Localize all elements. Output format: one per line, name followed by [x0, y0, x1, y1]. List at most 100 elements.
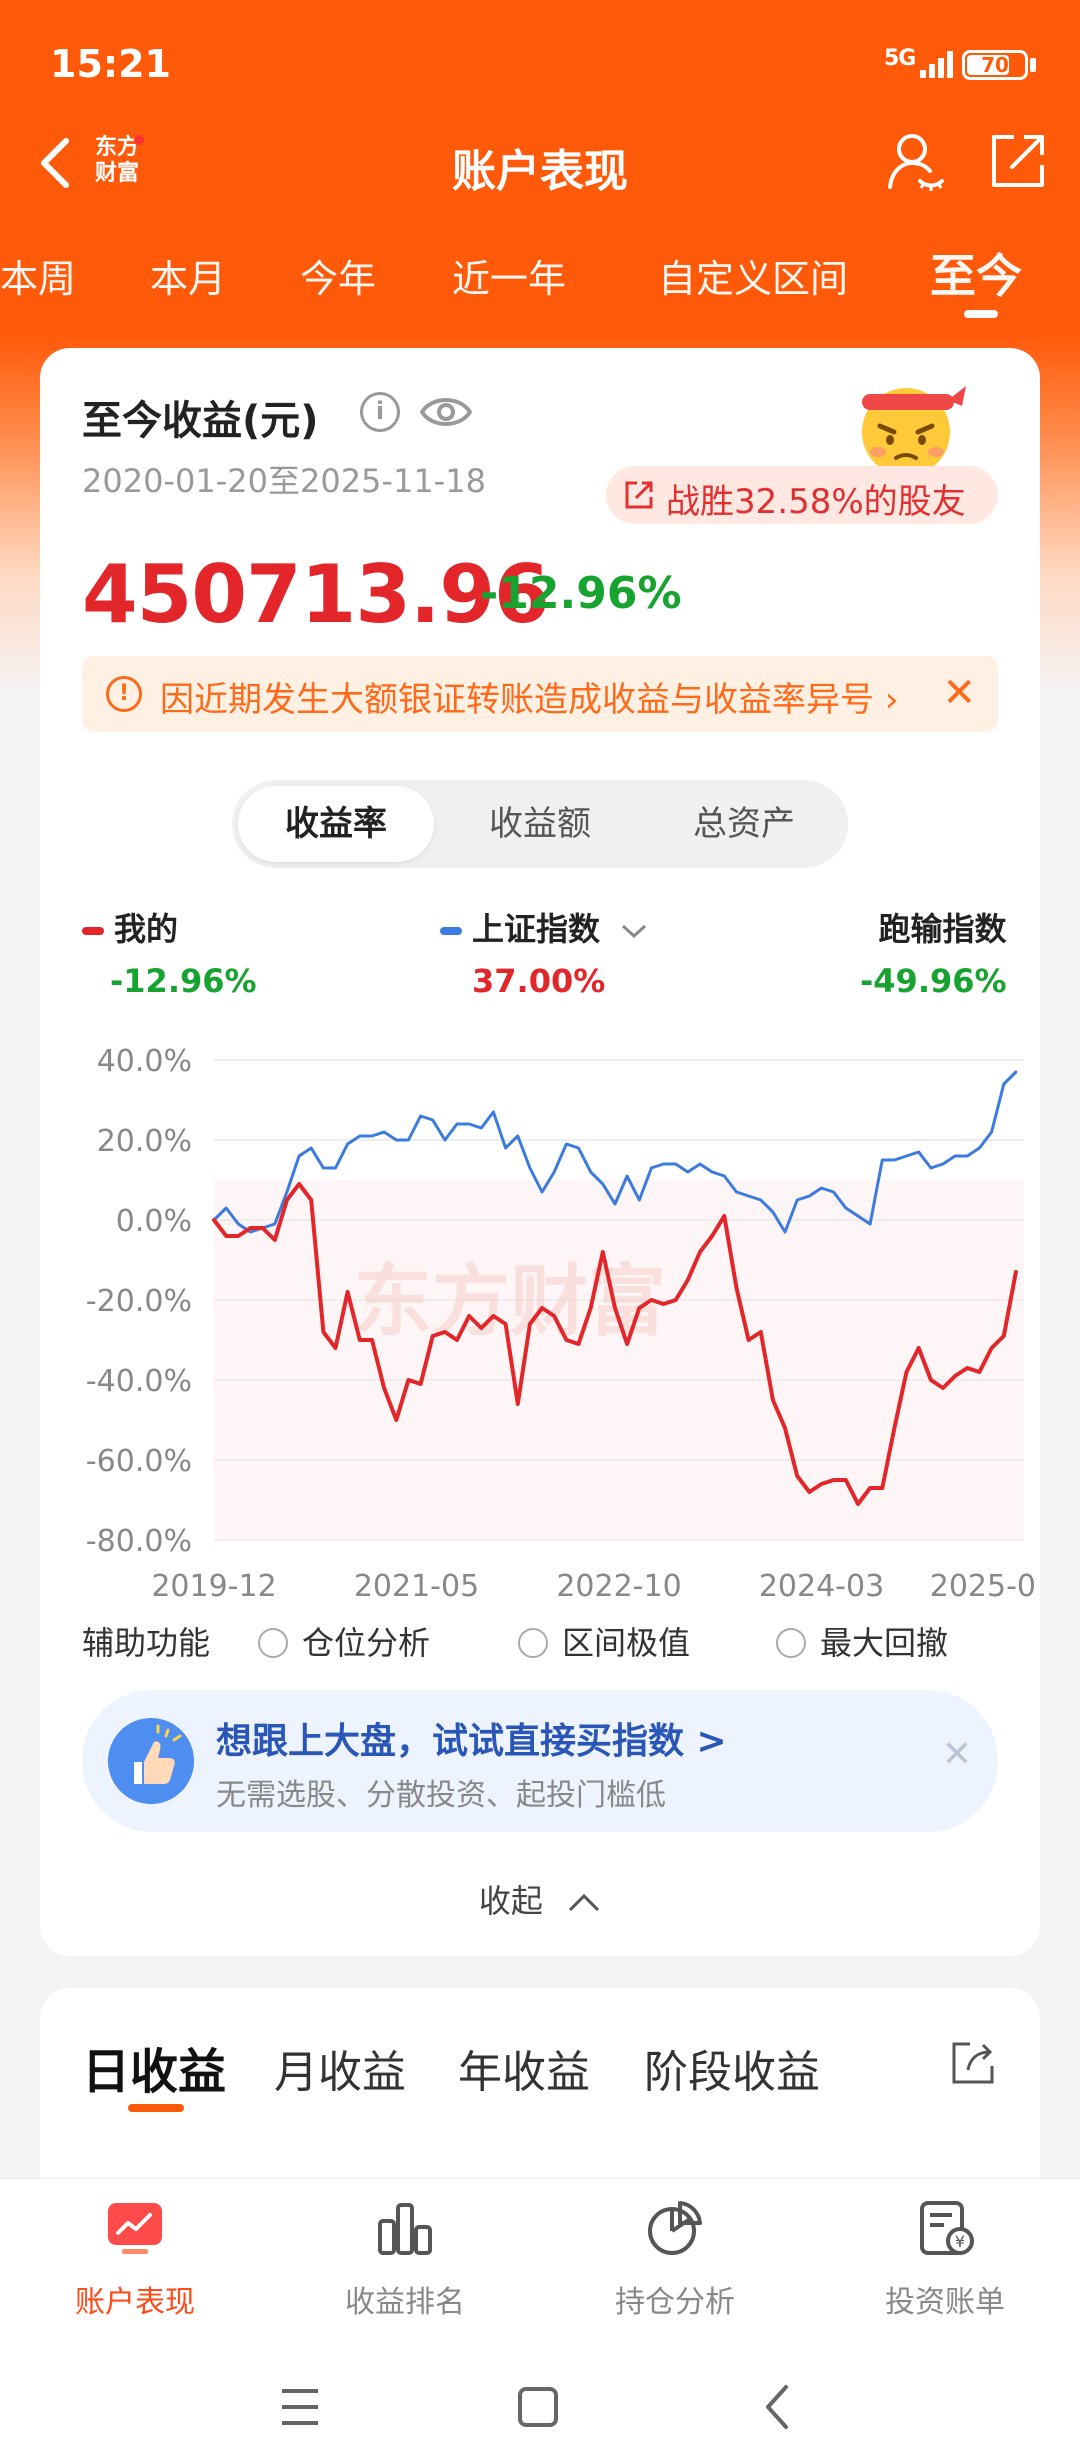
x-tick-label: 2024-03: [759, 1569, 884, 1598]
collapse-label: 收起: [478, 1882, 543, 1920]
app-header: 东方 财富 账户表现: [0, 115, 1080, 210]
share-icon[interactable]: [988, 131, 1048, 191]
tab-period-returns[interactable]: 阶段收益: [644, 2047, 820, 2098]
date-range: 2020-01-20至2025-11-18: [82, 462, 486, 500]
status-bar: 15:21 5G 70: [0, 0, 1080, 135]
tab-daily-returns[interactable]: 日收益: [82, 2044, 227, 2100]
eye-icon[interactable]: [418, 390, 474, 434]
promo-title[interactable]: 想跟上大盘，试试直接买指数 >: [216, 1721, 727, 1762]
ranking-bars-icon: [378, 2203, 432, 2255]
chevron-up-icon: [569, 1893, 600, 1912]
tab-custom-range[interactable]: 自定义区间: [658, 257, 849, 301]
segment-return-rate[interactable]: 收益率: [238, 786, 434, 862]
nav-account-performance[interactable]: 账户表现: [0, 2197, 270, 2321]
legend-mine-value: -12.96%: [110, 962, 257, 1000]
y-tick-label: 0.0%: [116, 1204, 192, 1239]
signal-icon: [920, 50, 960, 78]
period-tab-indicator: [964, 310, 998, 318]
option-max-drawdown[interactable]: 最大回撤: [776, 1618, 948, 1664]
option-range-extremes[interactable]: 区间极值: [518, 1618, 690, 1664]
y-tick-label: -60.0%: [86, 1444, 192, 1479]
tab-this-week[interactable]: 本周: [0, 257, 77, 301]
tab-this-month[interactable]: 本月: [150, 257, 227, 301]
aux-functions: 辅助功能 仓位分析 区间极值 最大回撤: [82, 1618, 998, 1668]
returns-tab-indicator: [128, 2104, 184, 2112]
y-tick-label: -20.0%: [86, 1284, 192, 1319]
app-logo: 东方 财富: [86, 129, 148, 191]
share-icon[interactable]: [950, 2040, 996, 2086]
total-earnings-value: 450713.96: [82, 548, 550, 641]
legend-index-value: 37.00%: [472, 962, 606, 1000]
tab-monthly-returns[interactable]: 月收益: [274, 2047, 406, 2098]
nav-investment-bill[interactable]: ¥ 投资账单: [810, 2197, 1080, 2321]
beat-peers-badge[interactable]: 战胜32.58%的股友: [606, 466, 998, 524]
menu-icon[interactable]: [282, 2389, 318, 2425]
beat-peers-text: 战胜32.58%的股友: [666, 482, 966, 522]
total-return-rate: -12.96%: [480, 568, 682, 619]
segment-return-amount[interactable]: 收益额: [489, 804, 591, 844]
notice-banner[interactable]: ! 因近期发生大额银证转账造成收益与收益率异号 › ✕: [82, 656, 998, 732]
bill-icon: ¥: [920, 2201, 974, 2255]
y-tick-label: 40.0%: [97, 1044, 192, 1079]
info-icon[interactable]: i: [360, 392, 400, 432]
share-small-icon: [625, 481, 653, 509]
legend-mine-name: 我的: [114, 910, 179, 948]
close-icon[interactable]: ✕: [941, 1734, 972, 1775]
page-title: 账户表现: [452, 146, 628, 197]
legend-mine-swatch: [82, 927, 104, 935]
legend-index-name: 上证指数: [472, 910, 601, 948]
legend-index-swatch: [440, 927, 462, 935]
aux-label: 辅助功能: [82, 1624, 211, 1662]
user-profile-icon[interactable]: [886, 131, 946, 193]
angry-face-mascot-icon: [862, 386, 966, 476]
tab-yearly-returns[interactable]: 年收益: [458, 2047, 590, 2098]
x-tick-label: 2022-10: [556, 1569, 681, 1598]
y-tick-label: 20.0%: [97, 1124, 192, 1159]
close-icon[interactable]: ✕: [942, 670, 976, 716]
radio-icon: [518, 1628, 548, 1658]
bottom-navigation: 账户表现 收益排名 持仓分析 ¥ 投资账单: [0, 2178, 1080, 2460]
series-line-index: [212, 1070, 1018, 1234]
legend-index[interactable]: 上证指数 37.00%: [440, 904, 649, 1000]
x-tick-label: 2025-0: [930, 1569, 1036, 1598]
logo-dot: [134, 135, 144, 145]
earnings-title: 至今收益(元): [82, 398, 319, 444]
legend-underperform: 跑输指数 -49.96%: [860, 904, 1007, 1000]
tab-last-year[interactable]: 近一年: [452, 257, 567, 301]
return-line-chart[interactable]: 40.0% 20.0% 0.0% -20.0% -40.0% -60.0% -80.0% 东方…: [40, 998, 1040, 1598]
tab-to-date[interactable]: 至今: [930, 249, 1022, 303]
battery-icon: 70: [962, 50, 1028, 80]
nav-label: 账户表现: [75, 2285, 195, 2320]
pie-chart-icon: [648, 2201, 702, 2255]
y-tick-label: -80.0%: [86, 1524, 192, 1559]
collapse-button[interactable]: 收起: [40, 1876, 1040, 1922]
y-tick-label: -40.0%: [86, 1364, 192, 1399]
thumbs-up-icon: [108, 1718, 194, 1804]
logo-text: 东方 财富: [94, 135, 139, 186]
option-position-analysis[interactable]: 仓位分析: [258, 1618, 430, 1664]
nav-label: 收益排名: [345, 2285, 465, 2320]
performance-card: 至今收益(元) i 2020-01-20至2025-11-18 战胜32.58%…: [40, 348, 1040, 1956]
network-type: 5G: [884, 46, 916, 71]
x-tick-label: 2021-05: [354, 1569, 479, 1598]
chart-watermark: 东方财富: [354, 1257, 666, 1347]
warning-icon: !: [106, 676, 142, 712]
segment-total-assets[interactable]: 总资产: [693, 804, 795, 844]
nav-ranking[interactable]: 收益排名: [270, 2197, 540, 2321]
index-promo-banner[interactable]: 想跟上大盘，试试直接买指数 > 无需选股、分散投资、起投门槛低 ✕: [82, 1690, 998, 1832]
legend-mine: 我的 -12.96%: [82, 904, 257, 1000]
nav-label: 投资账单: [885, 2285, 1005, 2320]
home-icon[interactable]: [518, 2387, 558, 2427]
svg-text:¥: ¥: [955, 2232, 965, 2251]
chevron-down-icon[interactable]: [619, 921, 649, 941]
battery-tip: [1030, 58, 1036, 72]
back-icon[interactable]: [766, 2385, 788, 2429]
back-arrow-icon[interactable]: [36, 135, 76, 191]
system-navigation-bar: [282, 2385, 788, 2429]
nav-label: 持仓分析: [615, 2285, 735, 2320]
notice-text: 因近期发生大额银证转账造成收益与收益率异号 ›: [160, 680, 899, 720]
period-tabs: 本周 本月 今年 近一年 自定义区间 至今: [0, 240, 1080, 320]
chevron-right-icon: ›: [884, 680, 899, 720]
tab-this-year[interactable]: 今年: [300, 257, 377, 301]
nav-holdings-analysis[interactable]: 持仓分析: [540, 2197, 810, 2321]
